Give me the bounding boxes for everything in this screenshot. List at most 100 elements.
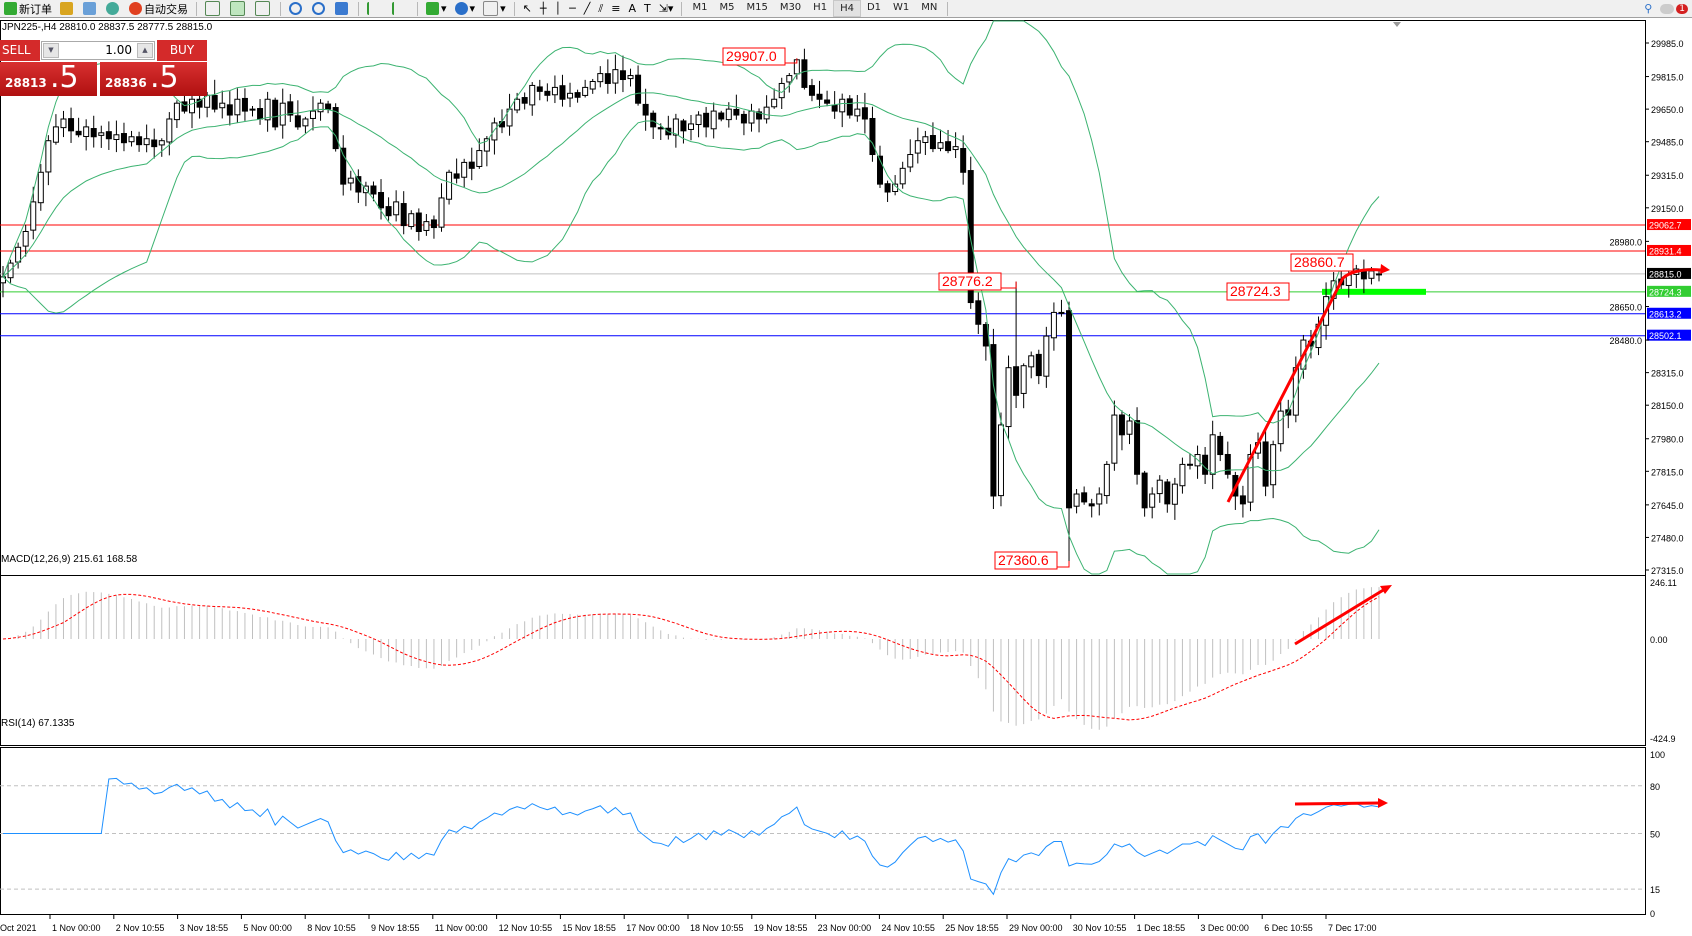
candle-bullish[interactable] <box>249 108 256 111</box>
lot-size-value[interactable]: 1.00 <box>105 43 132 57</box>
candle-bullish[interactable] <box>529 84 536 106</box>
candle-bearish[interactable] <box>703 112 710 128</box>
candle-bearish[interactable] <box>1141 472 1148 509</box>
candle-bullish[interactable] <box>1043 335 1050 377</box>
candle-bullish[interactable] <box>695 114 702 126</box>
candle-bullish[interactable] <box>1020 365 1027 394</box>
candle-bearish[interactable] <box>120 133 127 144</box>
candle-bearish[interactable] <box>945 141 952 152</box>
candle-bearish[interactable] <box>960 148 967 173</box>
new-order-button[interactable]: 新订单 <box>1 1 55 16</box>
candle-bearish[interactable] <box>521 97 528 104</box>
candle-bullish[interactable] <box>997 424 1004 497</box>
candle-bullish[interactable] <box>1058 311 1065 314</box>
candle-bearish[interactable] <box>1202 454 1209 475</box>
candle-bearish[interactable] <box>332 107 339 150</box>
candle-bearish[interactable] <box>650 112 657 128</box>
candle-bearish[interactable] <box>1013 366 1020 396</box>
candle-bullish[interactable] <box>567 92 574 99</box>
chart-shift-button[interactable] <box>389 1 412 16</box>
candle-bearish[interactable] <box>824 99 831 104</box>
candle-bullish[interactable] <box>1096 493 1103 505</box>
candle-bearish[interactable] <box>340 147 347 185</box>
candle-bullish[interactable] <box>393 201 400 216</box>
candle-bearish[interactable] <box>287 101 294 116</box>
candle-bearish[interactable] <box>241 97 248 112</box>
timeframe-m30[interactable]: M30 <box>779 2 802 13</box>
periods-button[interactable]: ▾ <box>452 1 479 16</box>
candle-bullish[interactable] <box>627 75 634 80</box>
candle-bearish[interactable] <box>75 130 82 136</box>
zoom-in-button[interactable] <box>286 1 307 16</box>
candle-bullish[interactable] <box>907 154 914 168</box>
candle-bullish[interactable] <box>1270 444 1277 486</box>
candle-bullish[interactable] <box>22 230 29 247</box>
candle-bullish[interactable] <box>423 221 430 231</box>
candle-bearish[interactable] <box>1066 310 1073 509</box>
auto-trading-button[interactable]: 自动交易 <box>126 1 191 16</box>
vertical-line-button[interactable]: │ <box>551 1 564 16</box>
candle-bullish[interactable] <box>234 98 241 116</box>
timeframe-d1[interactable]: D1 <box>866 2 882 13</box>
candle-bullish[interactable] <box>491 122 498 141</box>
candle-bullish[interactable] <box>476 150 483 167</box>
candle-bullish[interactable] <box>839 98 846 113</box>
candle-bullish[interactable] <box>612 69 619 84</box>
candle-bearish[interactable] <box>468 161 475 169</box>
candle-bullish[interactable] <box>189 98 196 114</box>
candle-bearish[interactable] <box>257 108 264 120</box>
candle-bearish[interactable] <box>196 98 203 108</box>
candle-bearish[interactable] <box>574 92 581 98</box>
candle-bearish[interactable] <box>226 104 233 116</box>
candle-bearish[interactable] <box>1262 441 1269 487</box>
candle-bullish[interactable] <box>1171 483 1178 505</box>
tile-windows-button[interactable] <box>332 1 353 16</box>
candle-bearish[interactable] <box>1035 353 1042 377</box>
candle-bearish[interactable] <box>559 85 566 100</box>
candle-bullish[interactable] <box>173 102 180 121</box>
timeframe-h4[interactable]: H4 <box>833 0 861 17</box>
candle-bullish[interactable] <box>597 73 604 83</box>
candle-bullish[interactable] <box>748 110 755 124</box>
candle-bearish[interactable] <box>657 127 664 130</box>
lot-size-input[interactable]: ▼ 1.00 ▲ <box>41 41 155 60</box>
candle-bearish[interactable] <box>151 139 158 148</box>
candle-bullish[interactable] <box>1073 493 1080 507</box>
candle-bearish[interactable] <box>816 93 823 100</box>
bar-chart-button[interactable] <box>202 1 225 16</box>
fibonacci-button[interactable]: ≡ <box>608 1 623 16</box>
candle-bearish[interactable] <box>718 112 725 120</box>
timeframe-mn[interactable]: MN <box>921 2 938 13</box>
candle-bullish[interactable] <box>551 86 558 96</box>
candle-bullish[interactable] <box>158 140 165 146</box>
candle-bullish[interactable] <box>166 118 173 143</box>
market-news-button[interactable] <box>103 1 124 16</box>
candle-bullish[interactable] <box>483 138 490 152</box>
candle-bullish[interactable] <box>1126 420 1133 435</box>
candle-bearish[interactable] <box>211 94 218 110</box>
candle-bearish[interactable] <box>272 99 279 128</box>
candle-bearish[interactable] <box>355 176 362 193</box>
channel-button[interactable]: ⫽ <box>595 1 606 16</box>
candle-bearish[interactable] <box>680 120 687 132</box>
sell-button[interactable]: SELL <box>0 40 40 61</box>
cursor-button[interactable]: ↖ <box>520 1 535 16</box>
candle-bullish[interactable] <box>302 118 309 127</box>
candle-bullish[interactable] <box>1368 270 1375 279</box>
text-label-button[interactable]: T <box>641 1 654 16</box>
candle-bearish[interactable] <box>370 185 377 195</box>
candle-bearish[interactable] <box>400 203 407 227</box>
candle-bearish[interactable] <box>1217 435 1224 456</box>
candle-bearish[interactable] <box>884 183 891 193</box>
support-zone-bar[interactable] <box>1322 288 1426 295</box>
candle-bearish[interactable] <box>294 115 301 128</box>
candle-bullish[interactable] <box>113 134 120 141</box>
lot-decrease-button[interactable]: ▼ <box>43 43 59 58</box>
price-pane[interactable] <box>0 20 1645 575</box>
candle-bullish[interactable] <box>1050 311 1057 339</box>
candle-bullish[interactable] <box>37 171 44 204</box>
candle-bearish[interactable] <box>378 192 385 209</box>
candle-bullish[interactable] <box>1209 434 1216 475</box>
crosshair-button[interactable]: ┼ <box>537 1 550 16</box>
zoom-out-button[interactable] <box>309 1 330 16</box>
